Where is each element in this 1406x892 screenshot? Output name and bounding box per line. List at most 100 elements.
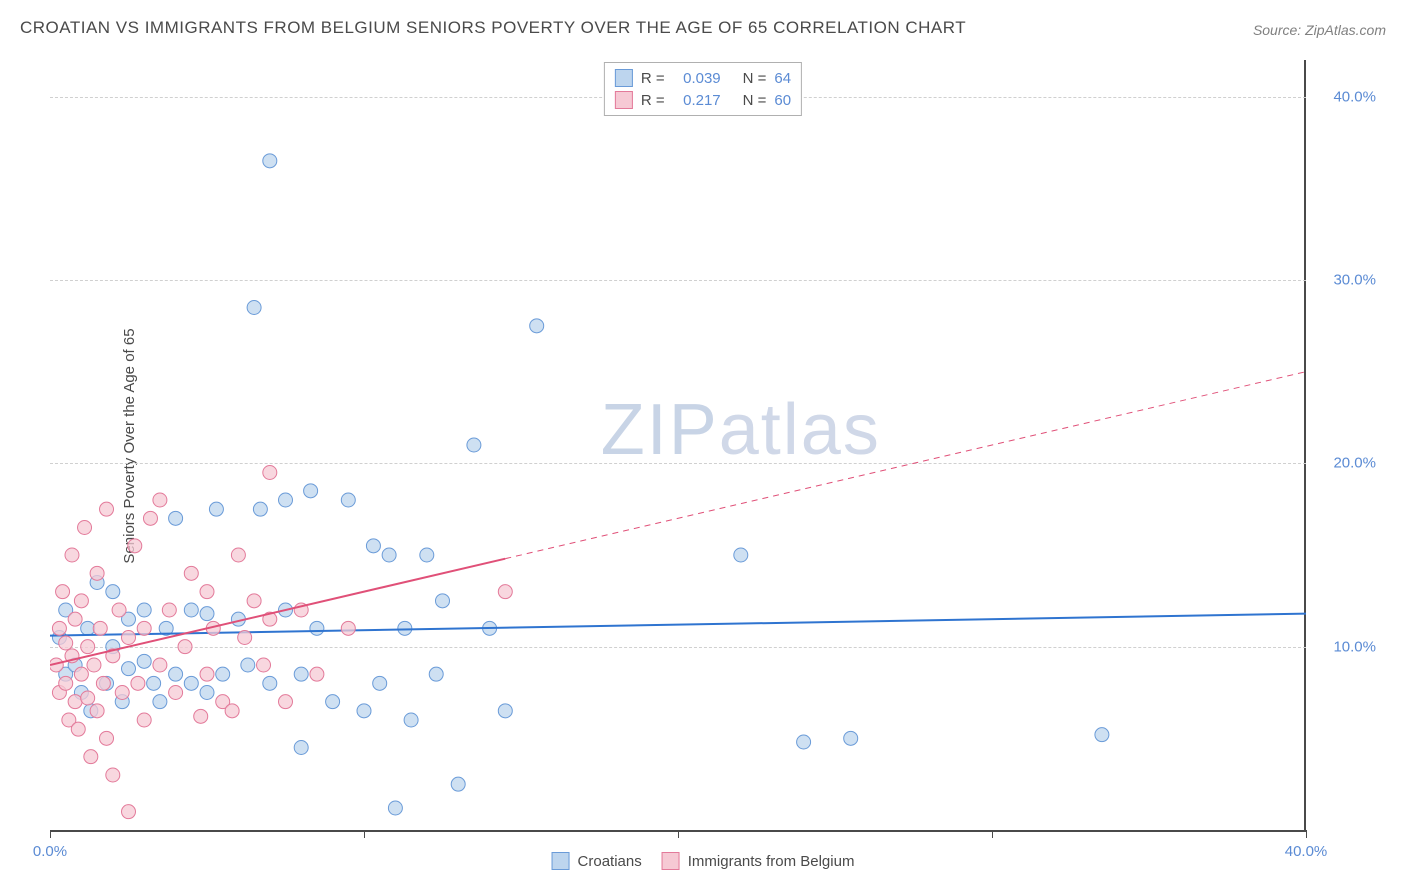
scatter-point — [294, 667, 308, 681]
scatter-point — [169, 511, 183, 525]
x-tick — [364, 830, 365, 838]
legend-r-value: 0.217 — [673, 92, 721, 109]
x-tick — [678, 830, 679, 838]
scatter-point — [797, 735, 811, 749]
scatter-point — [78, 521, 92, 535]
scatter-point — [81, 640, 95, 654]
scatter-point — [137, 621, 151, 635]
scatter-point — [147, 676, 161, 690]
scatter-point — [178, 640, 192, 654]
series-legend: Croatians Immigrants from Belgium — [552, 852, 855, 870]
scatter-point — [93, 621, 107, 635]
scatter-point — [65, 548, 79, 562]
scatter-point — [122, 631, 136, 645]
scatter-point — [310, 667, 324, 681]
x-tick-label: 40.0% — [1285, 843, 1328, 860]
scatter-point — [194, 709, 208, 723]
scatter-point — [257, 658, 271, 672]
scatter-point — [429, 667, 443, 681]
scatter-point — [326, 695, 340, 709]
scatter-point — [59, 636, 73, 650]
scatter-point — [122, 805, 136, 819]
scatter-point — [162, 603, 176, 617]
scatter-point — [200, 667, 214, 681]
scatter-point — [184, 603, 198, 617]
scatter-point — [153, 695, 167, 709]
scatter-point — [467, 438, 481, 452]
legend-swatch — [615, 69, 633, 87]
scatter-point — [128, 539, 142, 553]
scatter-point — [169, 667, 183, 681]
scatter-point — [84, 750, 98, 764]
scatter-point — [844, 731, 858, 745]
scatter-point — [87, 658, 101, 672]
scatter-point — [74, 667, 88, 681]
scatter-point — [100, 731, 114, 745]
x-tick-label: 0.0% — [33, 843, 67, 860]
scatter-point — [209, 502, 223, 516]
scatter-point — [366, 539, 380, 553]
scatter-point — [420, 548, 434, 562]
scatter-point — [341, 621, 355, 635]
scatter-point — [373, 676, 387, 690]
scatter-point — [310, 621, 324, 635]
scatter-point — [200, 585, 214, 599]
scatter-point — [112, 603, 126, 617]
legend-row: R = 0.039 N = 64 — [615, 67, 791, 89]
legend-item: Immigrants from Belgium — [662, 852, 855, 870]
x-tick — [992, 830, 993, 838]
legend-series-label: Immigrants from Belgium — [688, 853, 855, 870]
y-tick-label: 40.0% — [1333, 88, 1376, 105]
scatter-point — [382, 548, 396, 562]
scatter-point — [153, 493, 167, 507]
legend-series-label: Croatians — [578, 853, 642, 870]
scatter-point — [137, 603, 151, 617]
scatter-point — [81, 691, 95, 705]
legend-r-label: R = — [641, 92, 665, 109]
scatter-point — [357, 704, 371, 718]
legend-n-label: N = — [743, 70, 767, 87]
scatter-point — [451, 777, 465, 791]
scatter-point — [398, 621, 412, 635]
legend-n-value: 60 — [774, 92, 791, 109]
scatter-point — [115, 686, 129, 700]
y-tick-label: 20.0% — [1333, 455, 1376, 472]
source-attribution: Source: ZipAtlas.com — [1253, 22, 1386, 38]
scatter-point — [184, 566, 198, 580]
scatter-point — [200, 607, 214, 621]
scatter-point — [231, 548, 245, 562]
scatter-point — [59, 676, 73, 690]
scatter-point — [1095, 728, 1109, 742]
legend-swatch — [552, 852, 570, 870]
scatter-point — [74, 594, 88, 608]
scatter-point — [263, 676, 277, 690]
scatter-point — [530, 319, 544, 333]
scatter-point — [68, 695, 82, 709]
scatter-point — [71, 722, 85, 736]
scatter-point — [153, 658, 167, 672]
scatter-point — [131, 676, 145, 690]
x-tick — [1306, 830, 1307, 838]
legend-item: Croatians — [552, 852, 642, 870]
scatter-point — [253, 502, 267, 516]
legend-swatch — [615, 91, 633, 109]
scatter-point — [216, 667, 230, 681]
scatter-point — [96, 676, 110, 690]
scatter-point — [184, 676, 198, 690]
scatter-point — [498, 704, 512, 718]
scatter-point — [241, 658, 255, 672]
scatter-point — [52, 621, 66, 635]
scatter-point — [106, 768, 120, 782]
scatter-point — [279, 695, 293, 709]
x-tick — [50, 830, 51, 838]
y-tick-label: 10.0% — [1333, 638, 1376, 655]
scatter-point — [200, 686, 214, 700]
scatter-point — [436, 594, 450, 608]
scatter-point — [263, 154, 277, 168]
scatter-point — [137, 713, 151, 727]
scatter-point — [137, 654, 151, 668]
legend-n-value: 64 — [774, 70, 791, 87]
legend-n-label: N = — [743, 92, 767, 109]
legend-r-label: R = — [641, 70, 665, 87]
scatter-point — [68, 612, 82, 626]
